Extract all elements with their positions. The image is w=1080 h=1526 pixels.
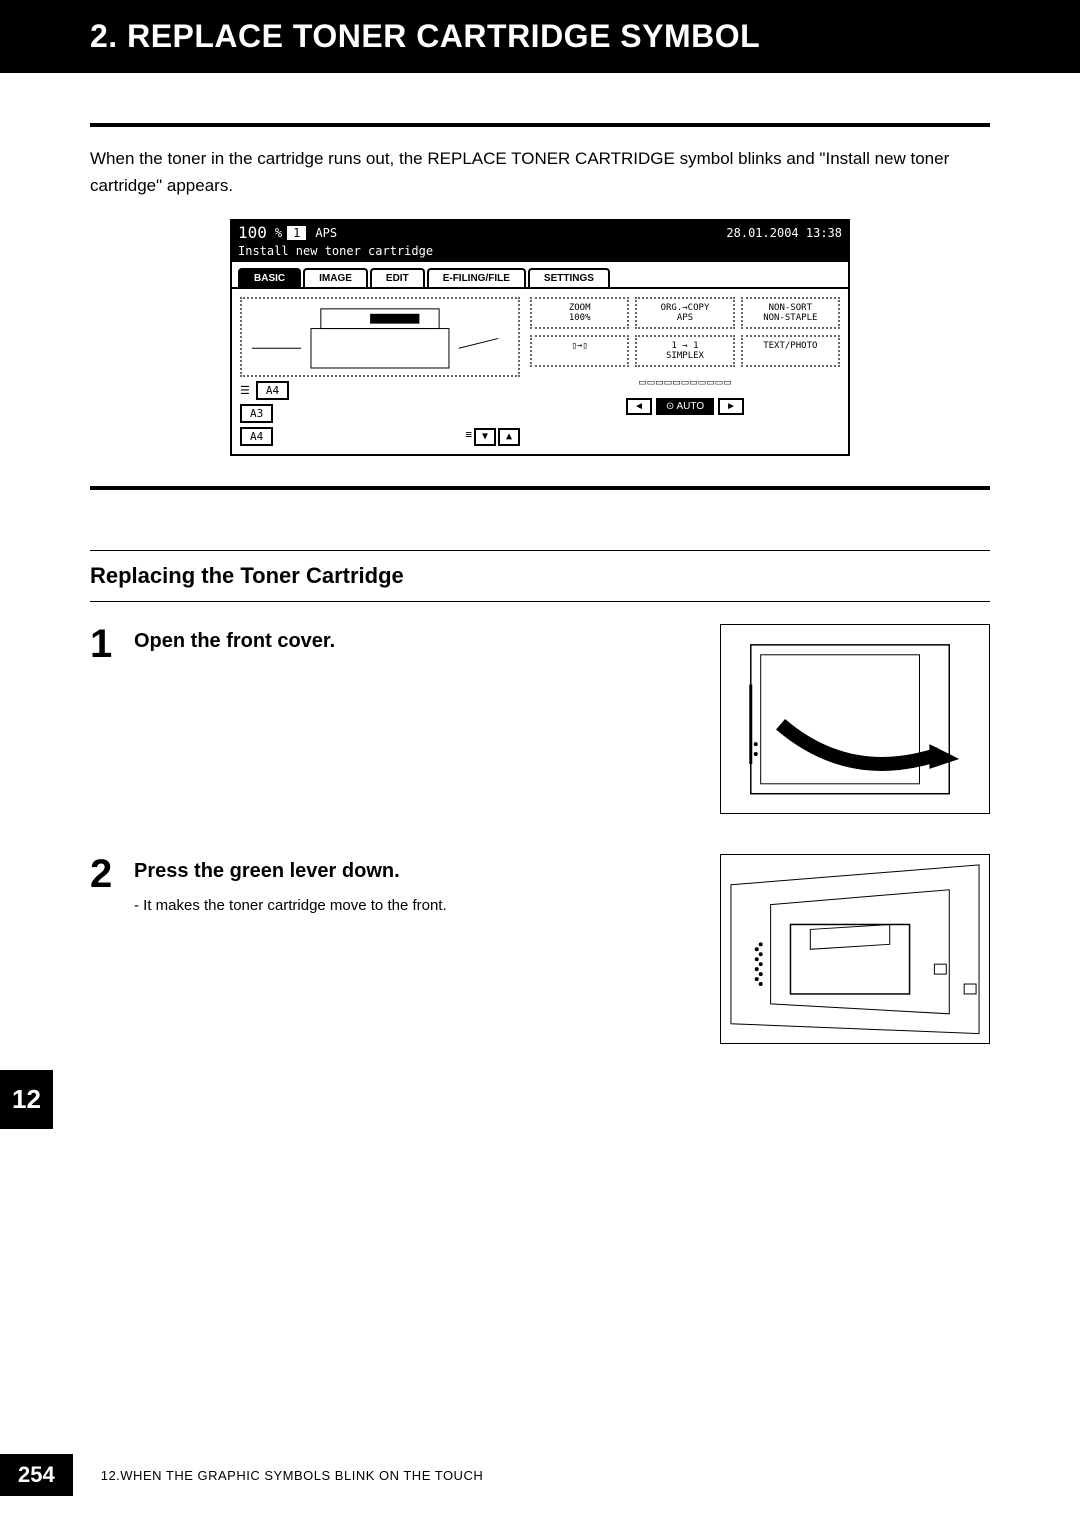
lcd-tabs: BASIC IMAGE EDIT E-FILING/FILE SETTINGS [232, 262, 848, 287]
lcd-count: 1 [286, 225, 307, 241]
lcd-tray-row-3: A4 ≡ ▼ ▲ [240, 427, 520, 446]
lcd-duplex-option[interactable]: ▯→▯ [530, 335, 629, 367]
lcd-mode: APS [315, 226, 337, 240]
lcd-tab-basic[interactable]: BASIC [238, 268, 301, 287]
lcd-screenshot-container: 100 % 1 APS 28.01.2004 13:38 Install new… [90, 219, 990, 456]
lcd-top-bar: 100 % 1 APS 28.01.2004 13:38 [232, 221, 848, 244]
step-2-image [720, 854, 990, 1044]
top-rule [90, 123, 990, 127]
intro-paragraph: When the toner in the cartridge runs out… [90, 145, 990, 199]
header-band: 2. REPLACE TONER CARTRIDGE SYMBOL [0, 0, 1080, 73]
lcd-density-right[interactable]: ► [718, 398, 744, 415]
lcd-density-left[interactable]: ◄ [626, 398, 652, 415]
lcd-org-option[interactable]: ORG.→COPY APS [635, 297, 734, 329]
lcd-zoom-option[interactable]: ZOOM 100% [530, 297, 629, 329]
lcd-textphoto-option[interactable]: TEXT/PHOTO [741, 335, 840, 367]
lcd-simplex-option[interactable]: 1 → 1 SIMPLEX [635, 335, 734, 367]
front-cover-illustration [721, 625, 989, 814]
lcd-datetime: 28.01.2004 13:38 [726, 226, 842, 240]
lcd-arrow-down[interactable]: ▼ [474, 428, 496, 446]
green-lever-illustration [721, 855, 989, 1044]
lcd-body: ☰ A4 A3 A4 ≡ ▼ ▲ [232, 287, 848, 454]
lcd-density-controls: ◄ ⊙ AUTO ► [530, 398, 840, 415]
chapter-tab: 12 [0, 1070, 53, 1129]
step-1-image [720, 624, 990, 814]
lcd-auto-button[interactable]: ⊙ AUTO [656, 398, 714, 415]
content-area: When the toner in the cartridge runs out… [0, 123, 1080, 1044]
lcd-tray-arrows: ≡ ▼ ▲ [465, 428, 520, 446]
step-1-number: 1 [90, 624, 120, 814]
lcd-zoom-value: 100% [569, 313, 591, 323]
lcd-arrow-up[interactable]: ▲ [498, 428, 520, 446]
lcd-tab-edit[interactable]: EDIT [370, 268, 425, 287]
lcd-tray-a4-2[interactable]: A4 [240, 427, 273, 446]
lcd-sort-option[interactable]: NON-SORT NON-STAPLE [741, 297, 840, 329]
lcd-tab-efiling[interactable]: E-FILING/FILE [427, 268, 526, 287]
lcd-tab-settings[interactable]: SETTINGS [528, 268, 610, 287]
lcd-option-row-1: ZOOM 100% ORG.→COPY APS NON-SORT NON-STA… [530, 297, 840, 329]
footer-text: 12.WHEN THE GRAPHIC SYMBOLS BLINK ON THE… [101, 1468, 484, 1483]
lcd-org-label: ORG.→COPY [661, 303, 710, 313]
lcd-message: Install new toner cartridge [232, 244, 848, 262]
step-2-number: 2 [90, 854, 120, 1044]
page-number: 254 [0, 1454, 73, 1496]
lcd-printer-illustration [240, 297, 520, 377]
step-2-content: Press the green lever down. - It makes t… [134, 854, 706, 1044]
lcd-right-panel: ZOOM 100% ORG.→COPY APS NON-SORT NON-STA… [530, 297, 840, 446]
lcd-tray-a3[interactable]: A3 [240, 404, 273, 423]
step-1-content: Open the front cover. [134, 624, 706, 814]
lcd-aps-label: APS [677, 313, 693, 323]
lcd-percent-value: 100 [238, 223, 267, 242]
lcd-tray-row-2: A3 [240, 404, 520, 423]
lcd-screen: 100 % 1 APS 28.01.2004 13:38 Install new… [230, 219, 850, 456]
lcd-sort-label: NON-SORT NON-STAPLE [763, 303, 817, 323]
section-rule-bottom [90, 601, 990, 602]
page-title: 2. REPLACE TONER CARTRIDGE SYMBOL [90, 18, 1050, 55]
printer-icon [242, 299, 518, 378]
lcd-tray-a4-1[interactable]: A4 [256, 381, 289, 400]
step-1-title: Open the front cover. [134, 630, 706, 653]
step-2-title: Press the green lever down. [134, 860, 706, 883]
lcd-zoom-label: ZOOM [569, 303, 591, 313]
lcd-tab-image[interactable]: IMAGE [303, 268, 368, 287]
footer: 254 12.WHEN THE GRAPHIC SYMBOLS BLINK ON… [0, 1454, 483, 1496]
lcd-tray-row-1: ☰ A4 [240, 381, 520, 400]
lcd-density-row: ▭▭▭▭▭▭▭▭▭▭▭ [530, 377, 840, 388]
lcd-option-row-2: ▯→▯ 1 → 1 SIMPLEX TEXT/PHOTO [530, 335, 840, 367]
lcd-textphoto-label: TEXT/PHOTO [763, 341, 817, 351]
step-2-note: - It makes the toner cartridge move to t… [148, 897, 706, 914]
lcd-percent-unit: % [275, 226, 282, 240]
step-1: 1 Open the front cover. [90, 624, 990, 814]
section-heading: Replacing the Toner Cartridge [90, 551, 990, 601]
lcd-simplex-label: 1 → 1 SIMPLEX [666, 341, 704, 361]
lcd-left-panel: ☰ A4 A3 A4 ≡ ▼ ▲ [240, 297, 520, 446]
step-2: 2 Press the green lever down. - It makes… [90, 854, 990, 1044]
